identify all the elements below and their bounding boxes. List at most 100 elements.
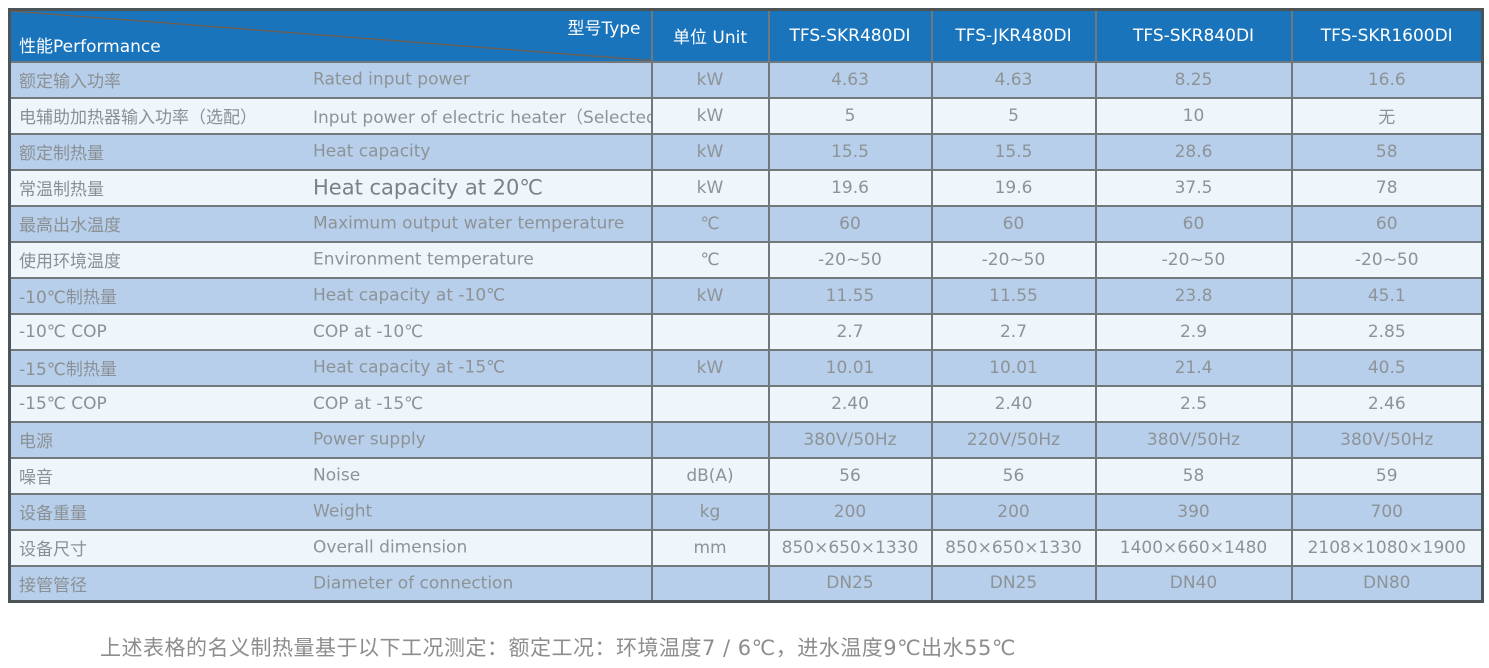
row-label-cell: 最高出水温度 Maximum output water temperature [8, 204, 653, 243]
row-label-en: Input power of electric heater（Selected） [313, 108, 652, 128]
row-unit: kg [650, 492, 770, 531]
row-value-model4: 700 [1290, 492, 1484, 531]
row-value-model3: 2.9 [1094, 312, 1293, 351]
row-label-cn: 电辅助加热器输入功率（选配） [19, 108, 257, 128]
row-label-cell: -10℃制热量 Heat capacity at -10℃ [8, 276, 653, 315]
header-model-tfs-jkr480di: TFS-JKR480DI [930, 8, 1097, 63]
row-value-model1: 5 [767, 96, 933, 135]
table-row: -10℃制热量 Heat capacity at -10℃ kW 11.55 11… [8, 276, 1484, 315]
row-label-en: Heat capacity at 20℃ [313, 175, 543, 200]
row-value-model2: 2.40 [930, 384, 1097, 423]
row-label-cn: -15℃制热量 [19, 360, 117, 380]
row-value-model4: 45.1 [1290, 276, 1484, 315]
row-unit: kW [650, 60, 770, 99]
table-row: 电源 Power supply 380V/50Hz 220V/50Hz 380V/… [8, 420, 1484, 459]
diagonal-divider-line [11, 11, 651, 61]
row-value-model1: 10.01 [767, 348, 933, 387]
row-value-model2: 56 [930, 456, 1097, 495]
row-value-model1: 850×650×1330 [767, 528, 933, 567]
row-label-cn: -15℃ COP [19, 393, 107, 414]
header-unit-label: 单位 Unit [650, 8, 770, 63]
row-label-en: Heat capacity [313, 141, 431, 162]
row-value-model2: 200 [930, 492, 1097, 531]
row-value-model1: 2.7 [767, 312, 933, 351]
row-label-cell: 设备尺寸 Overall dimension [8, 528, 653, 567]
row-value-model1: DN25 [767, 564, 933, 603]
row-label-cell: 噪音 Noise [8, 456, 653, 495]
row-label-cn: 电源 [19, 432, 53, 452]
row-value-model3: DN40 [1094, 564, 1293, 603]
row-unit: ℃ [650, 240, 770, 279]
table-row: -10℃ COP COP at -10℃ 2.7 2.7 2.9 2.85 [8, 312, 1484, 351]
row-label-cn: 额定输入功率 [19, 72, 121, 92]
row-value-model3: 380V/50Hz [1094, 420, 1293, 459]
row-value-model4: 2108×1080×1900 [1290, 528, 1484, 567]
row-value-model4: 380V/50Hz [1290, 420, 1484, 459]
row-value-model4: -20~50 [1290, 240, 1484, 279]
row-unit [650, 312, 770, 351]
row-value-model2: 10.01 [930, 348, 1097, 387]
row-value-model1: 4.63 [767, 60, 933, 99]
row-label-en: COP at -15℃ [313, 393, 424, 414]
table-row: 电辅助加热器输入功率（选配） Input power of electric he… [8, 96, 1484, 135]
row-label-en: Overall dimension [313, 537, 468, 558]
table-row: 使用环境温度 Environment temperature ℃ -20~50 -… [8, 240, 1484, 279]
row-unit: kW [650, 168, 770, 207]
row-value-model3: 60 [1094, 204, 1293, 243]
table-row: 设备尺寸 Overall dimension mm 850×650×1330 85… [8, 528, 1484, 567]
row-value-model1: 2.40 [767, 384, 933, 423]
row-label-en: Heat capacity at -10℃ [313, 285, 506, 306]
row-unit: kW [650, 132, 770, 171]
row-label-cn: 接管管径 [19, 575, 87, 596]
row-label-cell: -15℃制热量 Heat capacity at -15℃ [8, 348, 653, 387]
row-label-cell: 电源 Power supply [8, 420, 653, 459]
row-label-cell: 常温制热量 Heat capacity at 20℃ [8, 168, 653, 207]
header-model-tfs-skr840di: TFS-SKR840DI [1094, 8, 1293, 63]
row-label-en: Heat capacity at -15℃ [313, 357, 506, 378]
row-label-cell: 设备重量 Weight [8, 492, 653, 531]
row-value-model2: 5 [930, 96, 1097, 135]
table-row: 噪音 Noise dB(A) 56 56 58 59 [8, 456, 1484, 495]
row-label-cell: 电辅助加热器输入功率（选配） Input power of electric he… [8, 96, 653, 135]
row-label-cn: 使用环境温度 [19, 252, 121, 272]
row-unit [650, 564, 770, 603]
row-value-model4: 60 [1290, 204, 1484, 243]
table-row: -15℃制热量 Heat capacity at -15℃ kW 10.01 10… [8, 348, 1484, 387]
row-value-model3: 8.25 [1094, 60, 1293, 99]
header-row: 型号Type 性能Performance 单位 Unit TFS-SKR480D… [8, 8, 1484, 63]
row-unit: kW [650, 276, 770, 315]
row-value-model1: 11.55 [767, 276, 933, 315]
row-value-model1: 200 [767, 492, 933, 531]
spec-table: 型号Type 性能Performance 单位 Unit TFS-SKR480D… [8, 8, 1484, 603]
row-value-model3: 23.8 [1094, 276, 1293, 315]
header-type-label: 型号Type [567, 19, 641, 39]
table-row: -15℃ COP COP at -15℃ 2.40 2.40 2.5 2.46 [8, 384, 1484, 423]
row-value-model3: 21.4 [1094, 348, 1293, 387]
table-row: 接管管径 Diameter of connection DN25 DN25 DN4… [8, 564, 1484, 603]
row-value-model2: 4.63 [930, 60, 1097, 99]
row-value-model3: 28.6 [1094, 132, 1293, 171]
row-value-model2: 2.7 [930, 312, 1097, 351]
row-label-cn: 最高出水温度 [19, 216, 121, 236]
row-value-model1: -20~50 [767, 240, 933, 279]
row-value-model1: 380V/50Hz [767, 420, 933, 459]
table-row: 额定输入功率 Rated input power kW 4.63 4.63 8.2… [8, 60, 1484, 99]
row-label-cell: -15℃ COP COP at -15℃ [8, 384, 653, 423]
footnote: 上述表格的名义制热量基于以下工况测定：额定工况：环境温度7 / 6℃，进水温度9… [100, 636, 1016, 660]
row-label-en: Noise [313, 465, 361, 486]
table-row: 最高出水温度 Maximum output water temperature ℃… [8, 204, 1484, 243]
row-value-model4: 16.6 [1290, 60, 1484, 99]
row-unit: dB(A) [650, 456, 770, 495]
row-value-model1: 60 [767, 204, 933, 243]
row-value-model2: 19.6 [930, 168, 1097, 207]
row-label-cell: 使用环境温度 Environment temperature [8, 240, 653, 279]
row-value-model3: -20~50 [1094, 240, 1293, 279]
header-performance-label: 性能Performance [19, 36, 161, 57]
table-row: 设备重量 Weight kg 200 200 390 700 [8, 492, 1484, 531]
row-label-cn: 设备尺寸 [19, 540, 87, 560]
row-value-model4: DN80 [1290, 564, 1484, 603]
spec-table-body: 额定输入功率 Rated input power kW 4.63 4.63 8.2… [8, 60, 1484, 603]
row-value-model2: 220V/50Hz [930, 420, 1097, 459]
row-value-model1: 19.6 [767, 168, 933, 207]
table-row: 常温制热量 Heat capacity at 20℃ kW 19.6 19.6 3… [8, 168, 1484, 207]
